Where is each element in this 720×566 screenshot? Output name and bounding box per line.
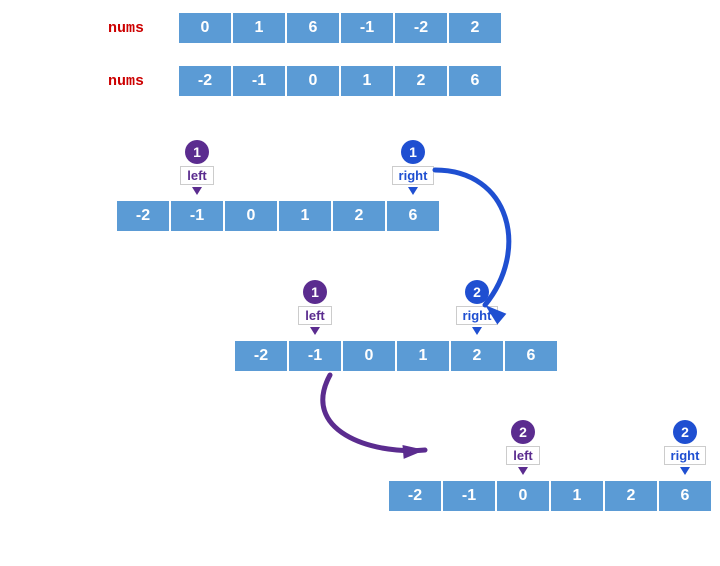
nums-label: nums	[108, 73, 144, 90]
pointer-badge: 2	[465, 280, 489, 304]
array-cell: 0	[342, 340, 396, 372]
array-cell: 2	[448, 12, 502, 44]
array-cell: 0	[224, 200, 278, 232]
array-row: -2-10126	[234, 340, 558, 372]
nums-label: nums	[108, 20, 144, 37]
array-cell: -2	[234, 340, 288, 372]
pointer-arrow-icon	[310, 327, 320, 335]
pointer-arrow-icon	[408, 187, 418, 195]
pointer-arrow-icon	[192, 187, 202, 195]
pointer-badge: 1	[185, 140, 209, 164]
array-cell: 6	[658, 480, 712, 512]
array-cell: -2	[394, 12, 448, 44]
pointer-arrow-icon	[680, 467, 690, 475]
array-cell: -2	[388, 480, 442, 512]
array-cell: 1	[550, 480, 604, 512]
right-pointer: 1 right	[383, 140, 443, 195]
pointer-badge: 1	[303, 280, 327, 304]
array-cell: -1	[288, 340, 342, 372]
array-cell: 0	[286, 65, 340, 97]
array-cell: 2	[394, 65, 448, 97]
pointer-label: right	[664, 446, 707, 465]
array-cell: 1	[340, 65, 394, 97]
array-cell: 0	[178, 12, 232, 44]
array-cell: 6	[504, 340, 558, 372]
pointer-arrow-icon	[518, 467, 528, 475]
array-cell: -1	[232, 65, 286, 97]
array-cell: 0	[496, 480, 550, 512]
pointer-badge: 1	[401, 140, 425, 164]
array-cell: -1	[442, 480, 496, 512]
array-cell: 1	[278, 200, 332, 232]
array-row: -2-10126	[178, 65, 502, 97]
array-cell: 6	[286, 12, 340, 44]
pointer-badge: 2	[673, 420, 697, 444]
array-cell: -1	[340, 12, 394, 44]
array-row: 016-1-22	[178, 12, 502, 44]
pointer-label: left	[180, 166, 214, 185]
array-cell: 6	[386, 200, 440, 232]
array-row: -2-10126	[388, 480, 712, 512]
pointer-label: left	[298, 306, 332, 325]
array-cell: 2	[332, 200, 386, 232]
array-cell: 6	[448, 65, 502, 97]
array-row: -2-10126	[116, 200, 440, 232]
pointer-label: right	[392, 166, 435, 185]
right-pointer: 2 right	[447, 280, 507, 335]
array-cell: 2	[604, 480, 658, 512]
left-pointer: 1 left	[285, 280, 345, 335]
left-pointer: 2 left	[493, 420, 553, 475]
right-pointer: 2 right	[655, 420, 715, 475]
array-cell: 1	[232, 12, 286, 44]
array-cell: 2	[450, 340, 504, 372]
pointer-label: right	[456, 306, 499, 325]
pointer-badge: 2	[511, 420, 535, 444]
array-cell: -2	[178, 65, 232, 97]
array-cell: -2	[116, 200, 170, 232]
left-pointer: 1 left	[167, 140, 227, 195]
pointer-label: left	[506, 446, 540, 465]
array-cell: -1	[170, 200, 224, 232]
pointer-arrow-icon	[472, 327, 482, 335]
array-cell: 1	[396, 340, 450, 372]
